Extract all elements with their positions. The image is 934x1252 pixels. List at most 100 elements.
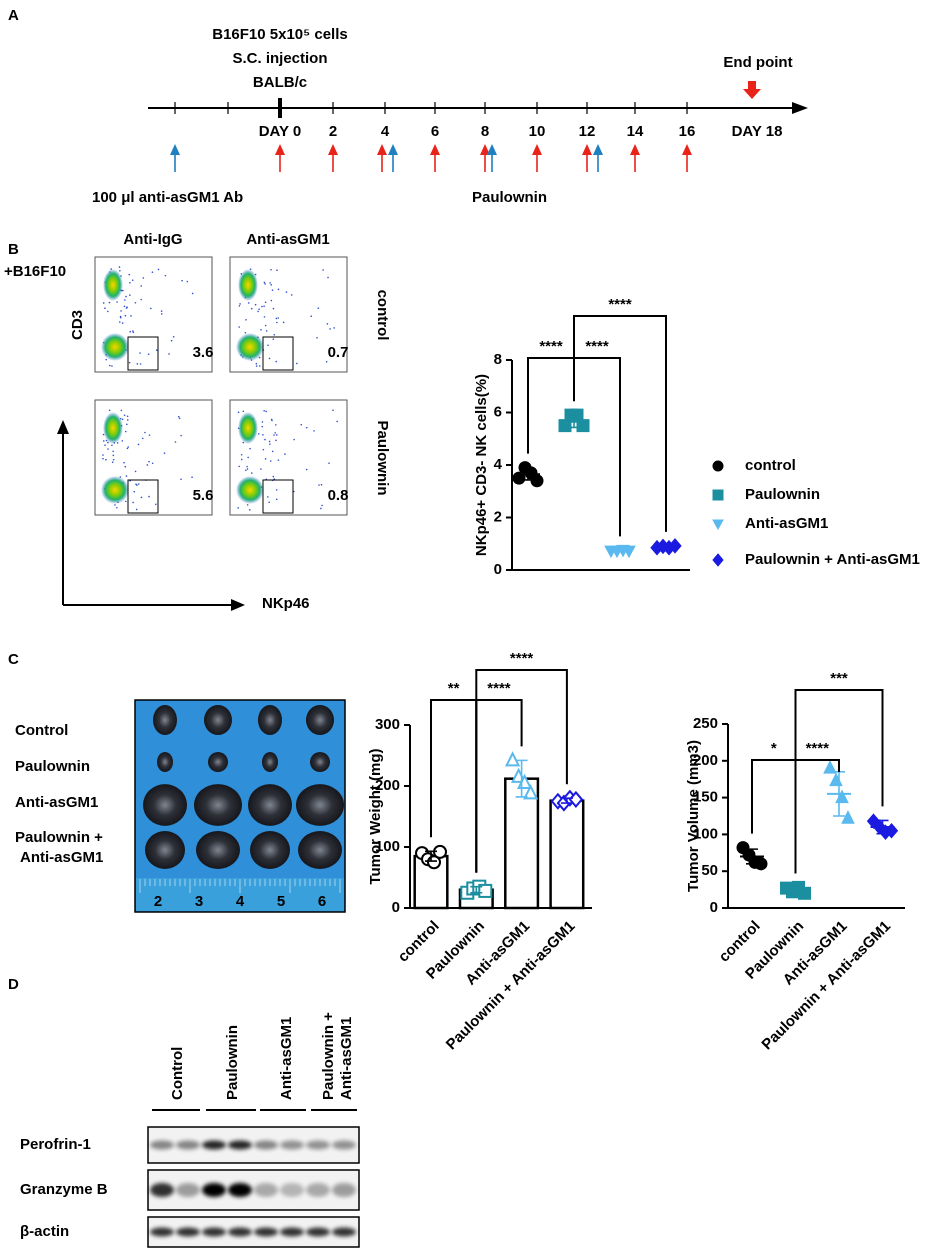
event-dot — [151, 462, 154, 465]
event-dot — [305, 426, 308, 429]
day-label: 8 — [481, 123, 489, 140]
event-dot — [128, 273, 131, 276]
significance-label: * — [771, 740, 777, 757]
blot-band — [228, 1227, 252, 1237]
error-bar — [876, 819, 889, 835]
event-dot — [137, 483, 140, 485]
event-dot — [272, 475, 275, 478]
event-dot — [310, 315, 313, 318]
event-dot — [332, 409, 334, 411]
blot-band — [202, 1140, 226, 1150]
event-dot — [270, 268, 272, 271]
event-dot — [261, 421, 264, 423]
panel-label: C — [8, 651, 19, 668]
flow-row-label: control — [374, 290, 391, 341]
event-dot — [254, 303, 257, 306]
y-tick-label: 0 — [392, 899, 400, 916]
event-dot — [124, 299, 126, 301]
significance-bracket — [794, 759, 840, 874]
event-dot — [164, 274, 167, 277]
gate-value: 5.6 — [193, 487, 214, 504]
event-dot — [105, 358, 107, 361]
event-dot — [160, 313, 163, 315]
event-dot — [293, 438, 295, 441]
event-dot — [121, 440, 124, 442]
event-dot — [336, 420, 338, 423]
gate — [127, 479, 159, 514]
event-dot — [305, 468, 308, 471]
event-dot — [325, 360, 328, 363]
event-dot — [270, 299, 273, 302]
event-dot — [265, 410, 267, 413]
event-dot — [262, 434, 264, 436]
event-dot — [333, 327, 335, 329]
legend-marker — [712, 489, 724, 501]
y-tick-label: 200 — [693, 752, 718, 769]
blot-band — [150, 1227, 174, 1237]
significance-bracket — [475, 669, 568, 873]
event-dot — [270, 284, 273, 286]
event-dot — [127, 446, 130, 448]
event-dot — [112, 454, 115, 457]
blot-band — [228, 1183, 252, 1197]
event-dot — [269, 460, 272, 462]
lane-label: Paulownin + — [320, 1012, 337, 1100]
event-dot — [177, 415, 180, 418]
event-dot — [155, 503, 157, 506]
event-dot — [316, 336, 318, 339]
injection-label: BALB/c — [253, 74, 307, 91]
event-dot — [242, 410, 245, 413]
event-dot — [276, 321, 278, 324]
event-dot — [146, 464, 149, 466]
blot-band — [332, 1140, 356, 1150]
cell-cluster — [236, 333, 264, 361]
event-dot — [260, 328, 262, 331]
tumor — [157, 752, 173, 772]
antibody-label: 100 μl anti-asGM1 Ab — [92, 189, 243, 206]
bar — [549, 799, 585, 910]
event-dot — [178, 417, 181, 420]
day-label: DAY 18 — [732, 123, 783, 140]
cell-cluster — [238, 269, 258, 301]
event-dot — [170, 339, 173, 342]
event-dot — [275, 498, 278, 501]
error-bar — [425, 850, 437, 862]
y-tick-label: 300 — [375, 716, 400, 733]
event-dot — [121, 418, 124, 421]
event-dot — [249, 447, 251, 450]
event-dot — [128, 361, 131, 364]
error-bar — [789, 886, 802, 895]
event-dot — [246, 468, 249, 470]
y-axis-label: Tumor Volume (mm3) — [685, 740, 702, 892]
event-dot — [277, 317, 280, 319]
blot-band — [228, 1140, 252, 1150]
event-dot — [126, 419, 129, 421]
event-dot — [245, 318, 247, 321]
event-dot — [244, 331, 247, 334]
event-dot — [126, 306, 128, 308]
tumor — [208, 752, 228, 772]
panel-label: D — [8, 976, 19, 993]
event-dot — [275, 489, 278, 491]
event-dot — [274, 432, 277, 434]
event-dot — [284, 453, 286, 455]
cell-cluster — [103, 269, 123, 301]
event-dot — [105, 458, 107, 461]
event-dot — [107, 448, 109, 450]
event-dot — [237, 411, 240, 414]
blot-band — [306, 1140, 330, 1150]
tumor — [258, 705, 282, 735]
event-dot — [264, 458, 267, 460]
dose-arrowhead — [532, 144, 542, 155]
event-dot — [141, 437, 144, 440]
day-label: 12 — [579, 123, 596, 140]
photo-row-label: Control — [15, 722, 68, 739]
injection-label: B16F10 5x10⁵ cells — [212, 26, 347, 43]
event-dot — [258, 308, 260, 310]
dose-arrowhead — [328, 144, 338, 155]
ruler-number: 5 — [277, 893, 285, 910]
significance-label: **** — [608, 296, 632, 313]
blot-band — [254, 1183, 278, 1197]
event-dot — [321, 504, 323, 507]
cell-cluster — [103, 412, 123, 444]
